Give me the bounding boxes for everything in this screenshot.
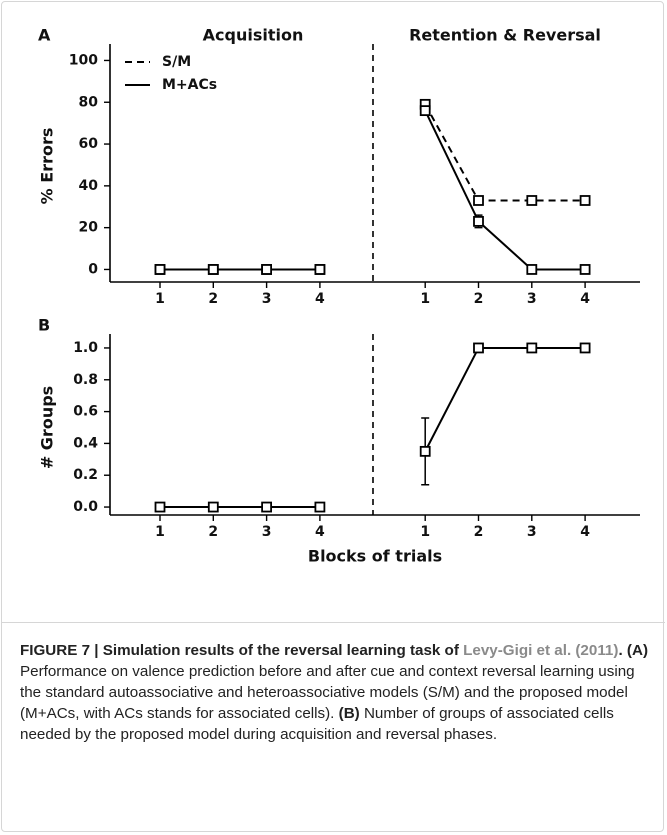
- legend-label: S/M: [162, 54, 191, 70]
- x-tick-label: 2: [474, 291, 484, 307]
- series-line: [424, 346, 586, 452]
- x-tick-label: 4: [580, 291, 590, 307]
- x-tick-label: 1: [155, 524, 165, 540]
- figure: A Acquisition Retention & Reversal 0 20 40 60 8…: [38, 26, 640, 566]
- y-tick-label: 0.6: [73, 404, 98, 420]
- x-tick-label: 3: [527, 524, 537, 540]
- marker: [526, 195, 538, 206]
- separator: [2, 622, 665, 623]
- y-tick-label: 100: [69, 52, 98, 68]
- marker: [419, 445, 431, 457]
- x-tick-label: 2: [208, 524, 218, 540]
- y-axis-label: # Groups: [38, 386, 57, 469]
- y-tick-label: 20: [79, 220, 99, 236]
- y-tick-label: 0.2: [73, 467, 98, 483]
- series-line: [424, 103, 586, 202]
- marker: [473, 195, 484, 206]
- x-tick-label: 4: [580, 524, 590, 540]
- caption-a-text: Performance on valence prediction before…: [20, 663, 635, 722]
- caption-heading: FIGURE 7 | Simulation results of the rev…: [20, 642, 464, 659]
- y-tick-label: 1.0: [73, 340, 98, 356]
- x-tick-label: 1: [155, 291, 165, 307]
- x-tick-label: 4: [315, 291, 325, 307]
- marker: [261, 264, 273, 275]
- series-line: [424, 110, 586, 271]
- marker: [473, 215, 484, 227]
- marker: [261, 501, 273, 513]
- x-tick-label: 1: [420, 291, 430, 307]
- caption-b-label: (B): [338, 705, 360, 722]
- y-tick-label: 0.8: [73, 372, 98, 388]
- marker: [579, 264, 591, 275]
- marker: [154, 501, 166, 513]
- marker: [579, 342, 591, 354]
- caption-heading-end: .: [618, 642, 623, 659]
- caption-link[interactable]: Levy-Gigi et al. (2011): [463, 642, 619, 659]
- panel-label: B: [38, 316, 50, 335]
- section-title: Acquisition: [203, 26, 304, 45]
- legend-label: M+ACs: [162, 77, 217, 93]
- panel-label: A: [38, 26, 51, 45]
- x-tick-label: 3: [527, 291, 537, 307]
- y-tick-label: 60: [79, 136, 99, 152]
- marker: [526, 342, 538, 354]
- marker: [207, 264, 219, 275]
- marker: [314, 264, 326, 275]
- x-tick-label: 4: [315, 524, 325, 540]
- caption-a-label: (A): [626, 642, 649, 659]
- marker: [314, 501, 326, 513]
- y-tick-label: 0.4: [73, 435, 98, 451]
- marker: [419, 105, 431, 117]
- x-tick-label: 2: [208, 291, 218, 307]
- y-tick-label: 80: [79, 94, 99, 110]
- marker: [207, 501, 219, 513]
- y-tick-label: 40: [79, 178, 99, 194]
- x-tick-label: 1: [420, 524, 430, 540]
- caption: FIGURE 7 | Simulation results of the rev…: [20, 640, 652, 745]
- x-tick-label: 2: [474, 524, 484, 540]
- x-axis-label: Blocks of trials: [308, 547, 442, 566]
- x-tick-label: 3: [262, 291, 272, 307]
- y-tick-label: 0.0: [73, 499, 98, 515]
- y-axis-label: % Errors: [38, 128, 57, 205]
- caption-b-text: Number of groups of associated cells nee…: [20, 705, 614, 743]
- marker: [154, 264, 166, 275]
- marker: [473, 342, 484, 354]
- section-title: Retention & Reversal: [409, 26, 601, 45]
- marker: [579, 195, 591, 206]
- x-tick-label: 3: [262, 524, 272, 540]
- marker: [526, 264, 538, 275]
- y-tick-label: 0: [88, 261, 98, 277]
